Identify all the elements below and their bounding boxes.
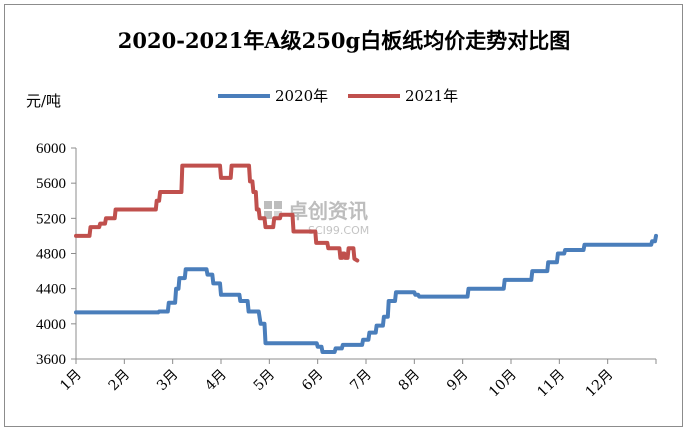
x-tick-label: 1月 <box>57 367 85 395</box>
axes: 3600 4000 4400 4800 5200 5600 6000 1月 2月 3月 4月 5月 6月… <box>36 141 657 401</box>
x-tick-label: 2月 <box>106 367 134 395</box>
watermark-sub-text: SCI99.COM <box>308 224 369 237</box>
legend-label-2021: 2021年 <box>405 87 458 105</box>
y-tick-label: 5600 <box>36 176 66 192</box>
x-tick-label: 5月 <box>251 367 279 395</box>
x-tick-label: 8月 <box>396 367 424 395</box>
x-tick-label: 10月 <box>486 367 520 401</box>
watermark-logo-icon <box>264 201 282 219</box>
watermark: 卓创资讯 SCI99.COM <box>264 199 369 237</box>
y-tick-label: 3600 <box>36 352 66 368</box>
series-line-2020年 <box>74 233 658 354</box>
y-axis-unit-label: 元/吨 <box>26 92 61 110</box>
legend: 2020年 2021年 <box>218 87 458 105</box>
x-tick-label: 4月 <box>202 367 230 395</box>
legend-label-2020: 2020年 <box>275 87 328 105</box>
y-tick-label: 6000 <box>36 141 66 157</box>
chart-title: 2020-2021年A级250g白板纸均价走势对比图 <box>118 28 570 53</box>
y-tick-label: 4000 <box>36 317 66 333</box>
x-tick-label: 3月 <box>154 367 182 395</box>
series-layer <box>74 163 658 354</box>
y-tick-label: 5200 <box>36 211 66 227</box>
x-tick-label: 9月 <box>444 367 472 395</box>
x-tick-label: 6月 <box>299 367 327 395</box>
watermark-main-text: 卓创资讯 <box>288 199 368 223</box>
y-tick-label: 4800 <box>36 247 66 263</box>
x-tick-label: 12月 <box>583 367 617 401</box>
series-line-2021年 <box>74 163 360 263</box>
x-tick-label: 11月 <box>534 367 568 401</box>
x-tick-label: 7月 <box>347 367 375 395</box>
chart-frame <box>4 4 683 427</box>
y-tick-label: 4400 <box>36 282 66 298</box>
